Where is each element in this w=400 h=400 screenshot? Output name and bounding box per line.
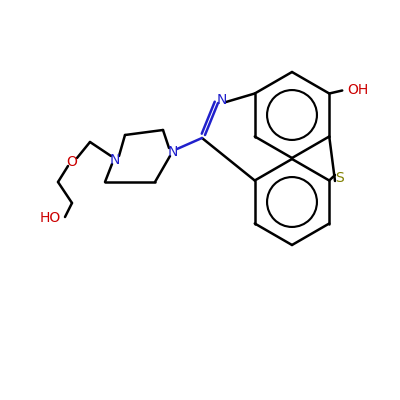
Text: O: O (66, 155, 78, 169)
Text: N: N (217, 93, 227, 107)
Text: S: S (336, 171, 344, 185)
Text: OH: OH (347, 84, 368, 98)
Text: N: N (168, 145, 178, 159)
Text: HO: HO (39, 211, 61, 225)
Text: N: N (110, 153, 120, 167)
